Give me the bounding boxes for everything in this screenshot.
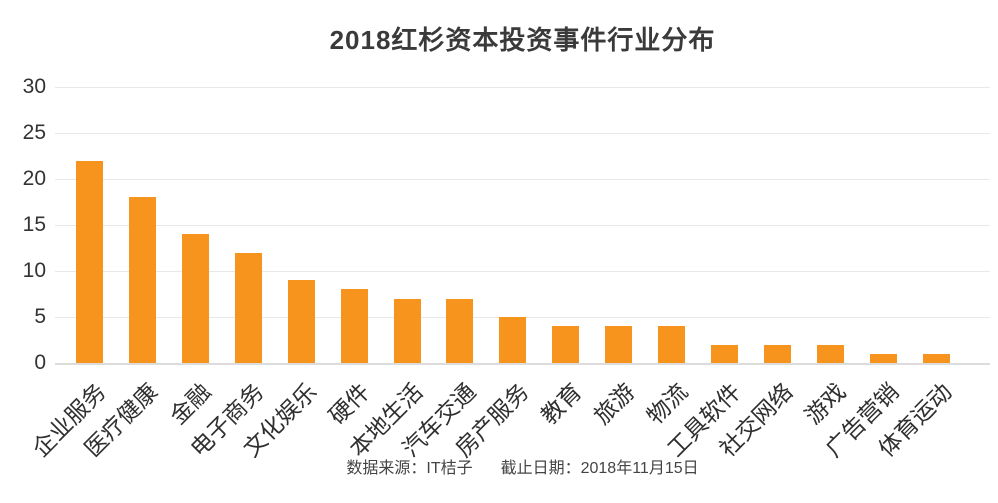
y-tick-label-15: 15 (22, 213, 46, 236)
bar-11 (605, 326, 633, 363)
bar-16 (869, 353, 897, 363)
cutoff-date-label: 截止日期：2018年11月15日 (500, 460, 699, 477)
y-tick-label-5: 5 (34, 305, 46, 328)
bar-13 (711, 344, 739, 363)
y-tick-label-30: 30 (22, 75, 46, 98)
bar-3 (181, 234, 209, 363)
bar-15 (816, 344, 844, 363)
y-tick-label-20: 20 (22, 167, 46, 190)
bar-5 (287, 280, 315, 363)
y-tick-label-10: 10 (22, 259, 46, 282)
bar-9 (499, 317, 527, 363)
bar-14 (763, 344, 791, 363)
gridline-10 (55, 271, 990, 272)
bar-12 (658, 326, 686, 363)
footer: 数据来源：IT桔子 截止日期：2018年11月15日 (55, 454, 990, 478)
bar-7 (393, 298, 421, 363)
bar-1 (76, 160, 103, 363)
data-source-label: 数据来源：IT桔子 (346, 460, 473, 477)
bar-8 (446, 298, 474, 363)
y-tick-label-0: 0 (34, 351, 46, 374)
bar-4 (234, 252, 262, 363)
chart-title: 2018红杉资本投资事件行业分布 (329, 25, 716, 55)
bar-17 (922, 353, 950, 363)
gridline-15 (55, 225, 990, 226)
gridline-20 (55, 179, 990, 180)
gridline-30 (55, 87, 990, 88)
bar-2 (128, 197, 156, 363)
bar-6 (340, 289, 368, 363)
y-tick-label-25: 25 (22, 121, 46, 144)
bar-10 (552, 326, 580, 363)
gridline-25 (55, 133, 990, 134)
x-axis-line (55, 363, 990, 365)
plot-area: 0 5 10 15 20 25 30 企业服务 医疗健康 金融 电子商务 文化娱乐 硬件 本地生活 汽车交通… (23, 75, 990, 462)
